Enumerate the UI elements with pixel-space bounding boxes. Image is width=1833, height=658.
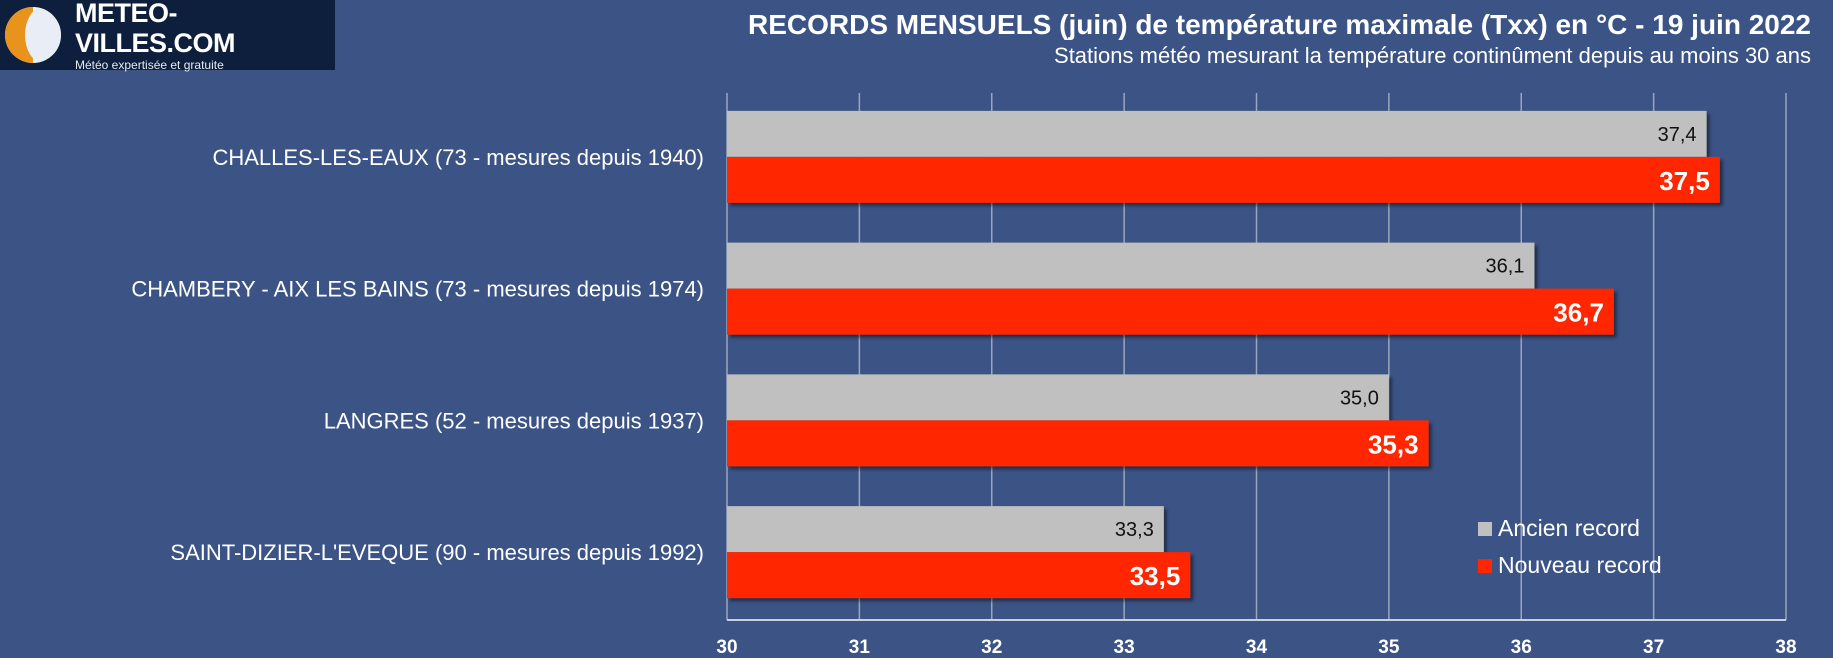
legend-swatch-ancien-record <box>1478 521 1492 536</box>
bars <box>727 110 1720 599</box>
legend-item-nouveau-record: Nouveau record <box>1478 547 1662 584</box>
data-label-ancien-record: 37,4 <box>1658 124 1697 146</box>
bar-nouveau-record <box>727 552 1191 599</box>
category-label: LANGRES (52 - mesures depuis 1937) <box>324 408 704 433</box>
logo-tagline: Météo expertisée et gratuite <box>75 58 224 72</box>
x-tick-label: 31 <box>849 637 871 658</box>
bar-nouveau-record <box>727 288 1614 335</box>
data-label-nouveau-record: 35,3 <box>1368 429 1419 459</box>
logo-text: METEO-VILLES.COM Météo expertisée et gra… <box>75 0 335 72</box>
legend-item-ancien-record: Ancien record <box>1478 510 1662 547</box>
category-label: SAINT-DIZIER-L'EVEQUE (90 - mesures depu… <box>170 540 704 565</box>
category-label: CHALLES-LES-EAUX (73 - mesures depuis 19… <box>212 145 704 170</box>
x-tick-label: 30 <box>716 637 737 658</box>
bar-ancien-record <box>727 242 1535 289</box>
logo-sun-moon-icon <box>5 7 61 63</box>
bar-ancien-record <box>727 374 1389 421</box>
labels: CHALLES-LES-EAUX (73 - mesures depuis 19… <box>131 124 1709 591</box>
x-tick-label: 36 <box>1511 637 1532 658</box>
x-axis: 30 31 32 33 34 35 36 37 38 <box>716 619 1797 658</box>
x-tick-label: 38 <box>1775 637 1796 658</box>
legend: Ancien record Nouveau record <box>1478 510 1662 584</box>
bar-nouveau-record <box>727 156 1720 203</box>
legend-swatch-nouveau-record <box>1478 558 1492 573</box>
data-label-nouveau-record: 36,7 <box>1553 298 1604 328</box>
data-label-ancien-record: 35,0 <box>1340 387 1379 409</box>
x-tick-label: 34 <box>1246 637 1268 658</box>
x-tick-label: 35 <box>1378 637 1400 658</box>
site-logo[interactable]: METEO-VILLES.COM Météo expertisée et gra… <box>0 0 335 72</box>
legend-label-ancien-record: Ancien record <box>1498 515 1640 541</box>
category-label: CHAMBERY - AIX LES BAINS (73 - mesures d… <box>131 277 704 302</box>
x-tick-label: 37 <box>1643 637 1664 658</box>
data-label-nouveau-record: 37,5 <box>1659 166 1710 196</box>
legend-label-nouveau-record: Nouveau record <box>1498 552 1662 578</box>
x-tick-label: 32 <box>981 637 1002 658</box>
bar-nouveau-record <box>727 420 1429 467</box>
data-label-nouveau-record: 33,5 <box>1130 561 1181 591</box>
bar-ancien-record <box>727 506 1164 553</box>
bar-ancien-record <box>727 110 1707 157</box>
x-tick-label: 33 <box>1114 637 1135 658</box>
data-label-ancien-record: 33,3 <box>1115 519 1154 541</box>
logo-name: METEO-VILLES.COM <box>75 0 236 58</box>
data-label-ancien-record: 36,1 <box>1486 256 1525 278</box>
chart-title: RECORDS MENSUELS (juin) de température m… <box>747 9 1811 40</box>
chart-subtitle: Stations météo mesurant la température c… <box>1054 43 1811 68</box>
